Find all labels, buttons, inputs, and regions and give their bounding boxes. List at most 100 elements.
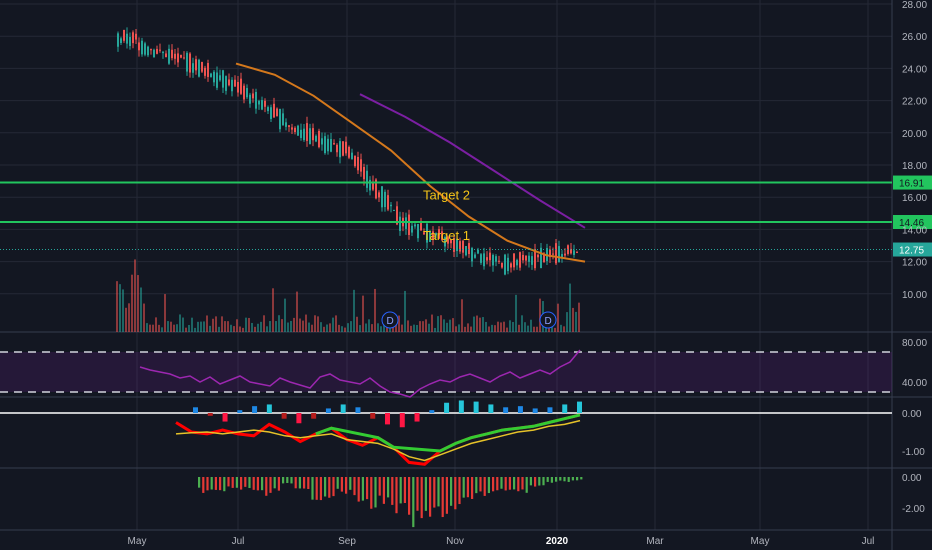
histogram-bar [374, 477, 377, 508]
candle-body [519, 252, 521, 268]
candle-body [237, 81, 239, 93]
volume-bar [536, 326, 538, 332]
volume-bar [362, 295, 364, 332]
candle-body [285, 122, 287, 127]
candle-body [225, 76, 227, 91]
volume-bar [485, 321, 487, 332]
volume-bar [206, 315, 208, 332]
histogram-bar [332, 477, 335, 497]
candle-body [174, 53, 176, 59]
candle-body [399, 216, 401, 231]
rsi-line [139, 349, 581, 398]
volume-bar [407, 320, 409, 332]
candle-body [192, 63, 194, 73]
candle-body [372, 181, 374, 190]
candle-body [498, 260, 500, 262]
candle-body [303, 128, 305, 141]
histogram-bar [504, 477, 507, 491]
histogram-bar [240, 477, 243, 490]
volume-bar [389, 326, 391, 332]
candle-body [117, 33, 119, 47]
macd-histogram-bar [429, 410, 435, 413]
volume-bar [242, 327, 244, 332]
macd-histogram-bar [207, 413, 213, 416]
candle-body [318, 130, 320, 148]
candle-body [141, 40, 143, 55]
price-tick-label: 12.00 [902, 258, 927, 269]
x-tick-label: Nov [446, 536, 464, 547]
candle-body [333, 143, 335, 145]
candle-body [417, 223, 419, 239]
candle-body [261, 100, 263, 110]
macd-histogram-bar [532, 408, 538, 413]
macd-histogram-bar [237, 410, 243, 413]
histogram-bar [336, 477, 339, 489]
histogram-bar [513, 477, 516, 490]
volume-bar [149, 324, 151, 332]
volume-bar [131, 274, 133, 332]
volume-bar [557, 303, 559, 332]
candle-body [570, 248, 572, 254]
candle-body [471, 248, 473, 262]
histogram-bar [479, 477, 482, 492]
candle-body [465, 246, 467, 256]
histogram-bar [202, 477, 205, 493]
macd-histogram-bar [517, 406, 523, 413]
price-tick-label: 28.00 [902, 0, 927, 11]
volume-bar [458, 324, 460, 332]
volume-bar [431, 314, 433, 332]
price-tick-label: 24.00 [902, 64, 927, 75]
candle-body [315, 135, 317, 142]
macd-histogram-bar [325, 408, 331, 413]
volume-bar [254, 326, 256, 332]
volume-bar [413, 324, 415, 332]
histogram-bar [454, 477, 457, 510]
histogram-tick-label: 0.00 [902, 473, 922, 484]
candle-body [249, 94, 251, 104]
candle-body [522, 254, 524, 261]
candle-body [378, 192, 380, 198]
candlestick-series [117, 27, 578, 276]
volume-bar [179, 314, 181, 332]
histogram-bar [496, 477, 499, 491]
candle-body [423, 232, 425, 235]
candle-body [330, 139, 332, 152]
volume-bar [464, 326, 466, 332]
volume-bar [566, 312, 568, 332]
volume-bar [575, 311, 577, 332]
x-tick-label: Mar [646, 536, 664, 547]
candle-body [279, 108, 281, 130]
candle-body [420, 223, 422, 231]
candle-body [366, 170, 368, 188]
x-tick-label: Jul [862, 536, 875, 547]
annotations: Target 2 Target 1 D D [381, 188, 557, 329]
candle-body [426, 223, 428, 243]
price-tick-label: 16.00 [902, 193, 927, 204]
volume-bar [416, 324, 418, 332]
histogram-bar [370, 477, 373, 509]
candle-body [150, 49, 152, 51]
volume-bar [323, 326, 325, 332]
histogram-bar [399, 477, 402, 504]
candle-body [348, 146, 350, 158]
volume-bar [380, 326, 382, 332]
volume-bar [272, 288, 274, 332]
macd-histogram-bar [193, 407, 198, 413]
volume-bar [203, 321, 205, 332]
candle-body [342, 141, 344, 156]
volume-bar [287, 322, 289, 332]
histogram-bar [576, 477, 579, 481]
volume-bar [302, 320, 304, 332]
candle-body [462, 240, 464, 253]
histogram-bar [269, 477, 272, 493]
volume-bar [212, 318, 214, 332]
volume-bar [410, 325, 412, 332]
histogram-bar [345, 477, 348, 494]
candle-body [159, 49, 161, 51]
candle-body [195, 59, 197, 71]
histogram-bar [534, 477, 537, 487]
candle-body [276, 108, 278, 116]
price-level-tag [893, 175, 932, 190]
candle-body [435, 233, 437, 236]
candle-body [336, 144, 338, 153]
